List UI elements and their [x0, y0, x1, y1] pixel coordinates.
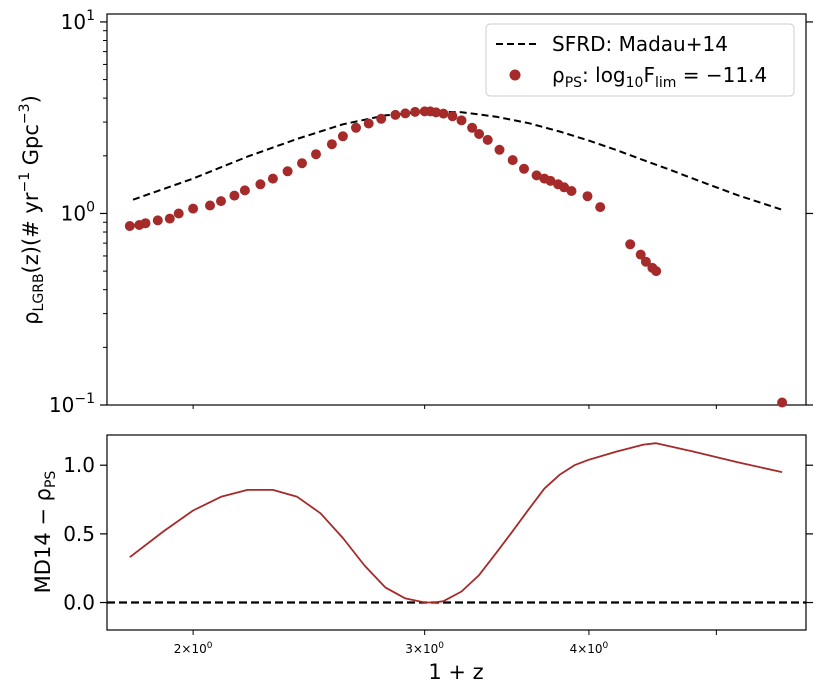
bottom-series [107, 442, 806, 604]
bottom-x-tick-labels: 2×100 3×100 4×100 [174, 641, 609, 656]
rho-ps-point [507, 155, 518, 166]
top-minor-ticks [103, 30, 717, 409]
rho-ps-point [777, 397, 788, 408]
bottom-x-tick-label: 3×100 [405, 641, 444, 656]
bottom-y-tick-labels: 1.0 0.5 0.0 [63, 453, 95, 614]
rho-ps-point [216, 196, 226, 207]
rho-ps-point [531, 170, 542, 181]
legend-ps-swatch [509, 69, 521, 81]
rho-ps-point [474, 129, 485, 139]
bottom-y-axis-title: MD14 − ρPS [31, 471, 59, 594]
top-y-axis-title: ρLGRB(z)(# yr−1 Gpc−3) [17, 95, 47, 325]
rho-ps-point [311, 149, 321, 160]
rho-ps-point [376, 113, 387, 124]
rho-ps-point [282, 166, 293, 177]
rho-ps-point [255, 179, 266, 190]
bottom-major-ticks [100, 464, 813, 604]
rho-ps-point [566, 186, 577, 196]
rho-ps-point [326, 139, 337, 150]
rho-ps-point [152, 215, 163, 226]
rho-ps-point [164, 213, 175, 224]
rho-ps-point [447, 111, 458, 122]
top-major-ticks [100, 21, 813, 406]
rho-ps-point [297, 158, 307, 169]
rho-ps-point [625, 239, 636, 250]
bottom-panel: 1.0 0.5 0.0 2×100 3×100 4×100 MD14 − ρPS 1 +… [31, 434, 813, 684]
rho-ps-point [467, 122, 478, 133]
top-panel: 101 100 10−1 ρLGRB(z)(# yr−1 Gpc−3) SFRD: … [17, 8, 813, 417]
top-plot-frame [106, 13, 807, 406]
legend: SFRD: Madau+14 ρPS: log10Flim = −11.4 [485, 23, 795, 97]
bottom-minor-ticks [192, 630, 717, 635]
x-axis-title: 1 + z [428, 660, 483, 684]
rho-ps-point [482, 134, 493, 145]
rho-ps-point [595, 202, 606, 213]
rho-ps-point [582, 191, 593, 202]
rho-ps-point [400, 108, 411, 119]
legend-ps-label: ρPS: log10Flim = −11.4 [552, 63, 767, 91]
rho-ps-point [559, 182, 570, 193]
rho-ps-point [188, 203, 199, 214]
rho-ps-point [267, 173, 278, 184]
rho-ps-point [124, 221, 135, 231]
bottom-plot-frame [106, 434, 807, 631]
rho-ps-point [140, 218, 151, 229]
bottom-x-tick-label: 2×100 [174, 641, 213, 656]
top-y-tick-label: 10−1 [49, 391, 95, 417]
top-y-tick-label: 100 [61, 199, 95, 225]
rho-ps-point [239, 185, 250, 196]
rho-ps-point [519, 163, 529, 174]
rho-ps-point [229, 190, 240, 201]
rho-ps-point [205, 200, 215, 211]
legend-box [485, 23, 795, 97]
rho-ps-point [651, 266, 662, 277]
bottom-y-tick-label: 0.0 [63, 591, 95, 615]
rho-ps-point [410, 106, 421, 117]
top-y-tick-label: 101 [61, 8, 95, 34]
rho-ps-point [438, 108, 449, 119]
bottom-y-tick-label: 0.5 [63, 522, 95, 546]
legend-sfrd-label: SFRD: Madau+14 [552, 32, 728, 56]
rho-ps-point [431, 107, 441, 118]
top-series [124, 106, 788, 408]
rho-ps-point [640, 256, 651, 267]
rho-ps-point [635, 249, 646, 260]
rho-ps-point [545, 175, 556, 186]
rho-ps-point [173, 208, 184, 219]
bottom-x-tick-label: 4×100 [570, 641, 609, 656]
rho-ps-point [351, 122, 361, 133]
rho-ps-point [363, 118, 374, 129]
rho-ps-point [494, 144, 505, 155]
md14-minus-ps-line [129, 442, 783, 604]
bottom-y-tick-label: 1.0 [63, 453, 95, 477]
sfrd-madau14-line [132, 110, 782, 211]
rho-ps-point [337, 131, 348, 142]
rho-ps-point [390, 109, 401, 120]
rho-ps-point [456, 115, 467, 126]
top-y-tick-labels: 101 100 10−1 [49, 8, 95, 417]
